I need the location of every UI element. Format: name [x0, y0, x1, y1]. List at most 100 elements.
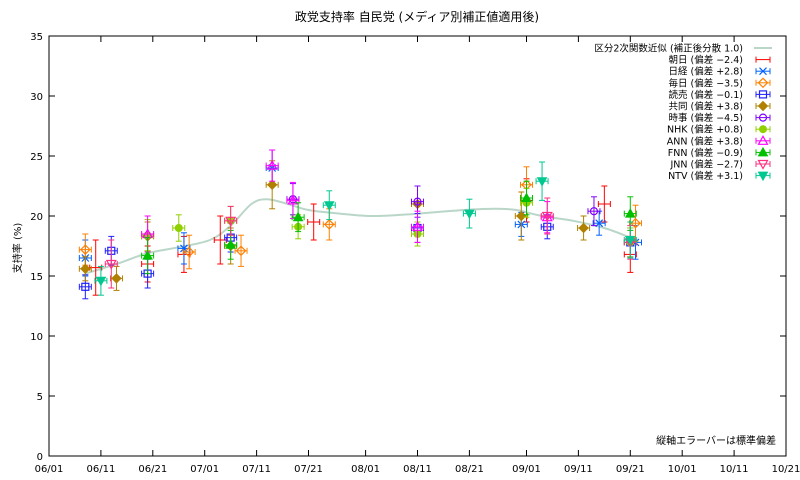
fit-curve-layer	[85, 198, 631, 275]
data-point	[541, 211, 553, 222]
legend-marker	[758, 113, 768, 122]
x-tick-label: 10/01	[668, 464, 697, 475]
legend-marker	[757, 77, 769, 89]
series-9	[104, 197, 637, 289]
legend-marker	[757, 146, 769, 157]
legend-marker	[757, 171, 769, 182]
y-axis-label: 支持率 (%)	[11, 223, 24, 274]
legend-marker	[757, 135, 769, 145]
data-point	[516, 210, 527, 222]
data-point	[95, 276, 107, 287]
footnote: 縦軸エラーバーは標準偏差	[656, 434, 776, 447]
data-point	[624, 208, 636, 218]
legend-label: FNN (偏差 −0.9)	[668, 147, 743, 159]
x-tick-label: 08/01	[351, 464, 380, 475]
x-tick-label: 07/11	[242, 464, 271, 475]
legend-label: 共同 (偏差 +3.8)	[668, 101, 743, 113]
y-tick-label: 5	[37, 392, 43, 403]
series-10	[94, 161, 637, 296]
legend-swatch	[755, 171, 771, 182]
data-point	[266, 159, 278, 170]
y-tick-label: 30	[30, 92, 43, 103]
y-tick-label: 0	[37, 452, 43, 463]
legend-label: JNN (偏差 −2.7)	[669, 159, 743, 171]
x-tick-label: 07/01	[190, 464, 219, 475]
series-4	[78, 160, 591, 291]
series-6	[141, 187, 637, 258]
x-tick-label: 08/11	[403, 464, 432, 475]
series-0	[89, 178, 637, 296]
data-point	[413, 197, 422, 206]
x-tick-label: 09/11	[564, 464, 593, 475]
y-tick-label: 10	[30, 332, 43, 343]
y-tick-label: 20	[30, 212, 43, 223]
legend-swatch	[755, 100, 771, 112]
data-point	[225, 239, 237, 249]
data-point	[111, 273, 122, 284]
legend-marker	[759, 67, 767, 76]
legend-swatch	[755, 67, 771, 76]
series-1	[78, 149, 642, 277]
data-point	[174, 224, 183, 232]
data-point	[183, 246, 195, 258]
data-point	[80, 263, 91, 275]
data-point	[323, 219, 335, 230]
series-3	[78, 213, 637, 300]
legend-marker	[757, 100, 769, 112]
x-tick-label: 06/21	[138, 464, 167, 475]
legend-label: 毎日 (偏差 −3.5)	[668, 77, 743, 89]
legend-swatch	[755, 159, 771, 170]
legend-marker	[758, 90, 768, 99]
data-point	[464, 209, 475, 220]
legend-swatch	[755, 146, 771, 157]
data-point	[292, 211, 304, 222]
data-point	[105, 259, 117, 270]
legend-swatch	[755, 113, 771, 122]
x-tick-label: 09/21	[616, 464, 645, 475]
legend-label: 時事 (偏差 −4.5)	[668, 112, 743, 124]
data-point	[536, 177, 548, 187]
data-point	[142, 250, 153, 260]
axis-labels: 0 5 10 15 20 25 30 35 06/01 06/11 06/21 07/01 07/11 0…	[30, 32, 800, 475]
data-point	[411, 221, 424, 231]
legend-label: 日経 (偏差 +2.8)	[668, 66, 743, 78]
legend-label: ANN (偏差 +3.8)	[667, 135, 743, 147]
data-point	[287, 194, 299, 205]
legend-marker	[757, 159, 769, 170]
x-tick-label: 06/01	[35, 464, 64, 475]
legend-swatch	[755, 125, 771, 134]
legend-swatch	[755, 135, 771, 145]
legend-swatch	[755, 77, 771, 89]
x-tick-label: 10/21	[772, 464, 800, 475]
data-point	[624, 236, 636, 246]
series-8	[141, 180, 637, 275]
data-point	[323, 201, 335, 211]
y-tick-label: 25	[30, 152, 43, 163]
x-tick-label: 08/21	[455, 464, 484, 475]
x-tick-label: 09/01	[512, 464, 541, 475]
legend: 区分2次関数近似 (補正後分散 1.0)朝日 (偏差 −2.4)日経 (偏差 +…	[594, 43, 772, 182]
legend-swatch	[755, 56, 771, 63]
data-point	[235, 245, 247, 257]
legend-label: NHK (偏差 +0.8)	[667, 124, 743, 136]
legend-label: NTV (偏差 +3.1)	[668, 170, 743, 182]
y-tick-label: 15	[30, 272, 43, 283]
legend-label: 朝日 (偏差 −2.4)	[668, 54, 743, 66]
data-point	[225, 216, 237, 227]
legend-label: 区分2次関数近似 (補正後分散 1.0)	[594, 43, 743, 55]
data-point	[521, 192, 532, 202]
data-point	[589, 207, 599, 216]
series-7	[141, 149, 554, 253]
data-series-layer	[78, 149, 642, 300]
fit-curve	[85, 198, 631, 275]
legend-marker	[759, 125, 767, 134]
data-point	[79, 244, 91, 255]
plot-frame	[48, 35, 787, 457]
y-tick-label: 35	[30, 32, 43, 43]
x-tick-label: 06/11	[86, 464, 115, 475]
data-point	[578, 222, 589, 234]
x-tick-label: 07/21	[294, 464, 323, 475]
data-point	[266, 179, 278, 191]
legend-label: 読売 (偏差 −0.1)	[668, 89, 743, 101]
